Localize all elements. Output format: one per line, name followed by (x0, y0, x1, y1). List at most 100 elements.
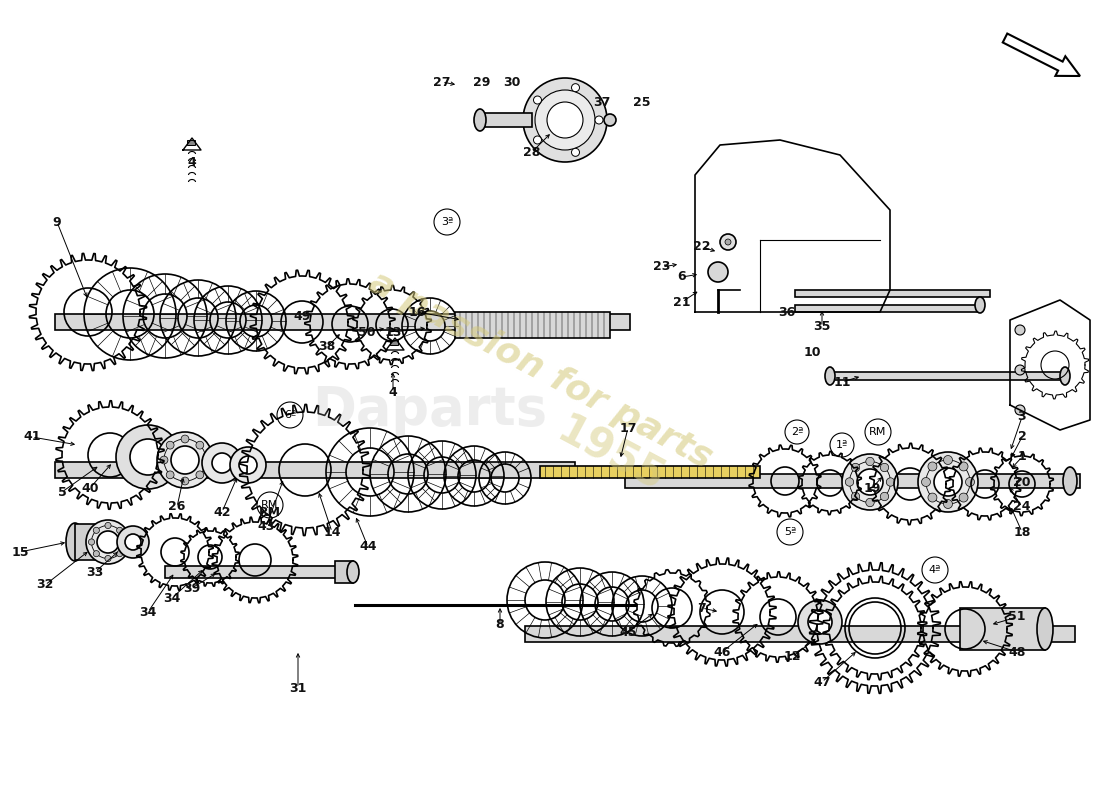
Circle shape (1015, 365, 1025, 375)
Circle shape (857, 469, 883, 495)
Text: 33: 33 (87, 566, 103, 578)
Circle shape (934, 468, 962, 496)
Circle shape (277, 402, 302, 428)
Circle shape (117, 550, 123, 557)
Text: 28: 28 (524, 146, 541, 158)
Text: 10: 10 (803, 346, 821, 358)
Text: 38: 38 (318, 341, 336, 354)
Circle shape (117, 527, 123, 534)
Circle shape (121, 539, 128, 545)
Circle shape (944, 455, 953, 465)
Circle shape (572, 84, 580, 92)
Text: 21: 21 (673, 295, 691, 309)
Bar (187, 140, 195, 145)
Circle shape (230, 447, 266, 483)
Circle shape (1015, 405, 1025, 415)
Circle shape (94, 527, 99, 534)
Circle shape (88, 539, 95, 545)
Text: 47: 47 (813, 675, 830, 689)
Bar (390, 340, 398, 345)
Circle shape (928, 462, 937, 471)
Text: 13: 13 (384, 326, 402, 338)
Ellipse shape (1060, 367, 1070, 385)
Circle shape (117, 526, 148, 558)
Circle shape (944, 499, 953, 509)
Text: 3: 3 (1018, 410, 1026, 423)
Circle shape (434, 209, 460, 235)
Circle shape (182, 477, 189, 485)
Text: 3ª: 3ª (441, 217, 453, 227)
Bar (540, 466, 760, 478)
Text: 1955: 1955 (549, 410, 671, 501)
Circle shape (720, 234, 736, 250)
Circle shape (535, 90, 595, 150)
Text: 48: 48 (1009, 646, 1025, 658)
Circle shape (86, 520, 130, 564)
Text: 30: 30 (504, 75, 520, 89)
Circle shape (104, 555, 111, 562)
Circle shape (708, 262, 728, 282)
Circle shape (125, 534, 141, 550)
Circle shape (202, 456, 210, 464)
Text: 50: 50 (359, 326, 376, 338)
Circle shape (865, 419, 891, 445)
Bar (75, 524, 100, 560)
Text: 17: 17 (619, 422, 637, 434)
Circle shape (196, 442, 204, 449)
Bar (55, 314, 630, 330)
Text: 43: 43 (257, 521, 275, 534)
Text: 2ª: 2ª (791, 427, 803, 437)
Circle shape (918, 452, 978, 512)
Text: 8: 8 (496, 618, 504, 631)
Text: 9: 9 (53, 215, 62, 229)
Circle shape (845, 478, 854, 486)
Circle shape (212, 453, 232, 473)
Text: 5ª: 5ª (784, 527, 796, 537)
Text: 6: 6 (678, 270, 686, 283)
Circle shape (851, 463, 860, 472)
Circle shape (170, 446, 199, 474)
Circle shape (866, 458, 874, 466)
Circle shape (798, 600, 842, 644)
Bar (625, 474, 1080, 488)
Bar (336, 561, 353, 583)
Text: RM: RM (262, 500, 278, 510)
Text: 29: 29 (473, 75, 491, 89)
Circle shape (959, 462, 968, 471)
Bar (795, 305, 980, 312)
Text: 26: 26 (168, 501, 186, 514)
Circle shape (922, 478, 931, 486)
Circle shape (572, 148, 580, 156)
Ellipse shape (66, 523, 84, 561)
Circle shape (166, 442, 174, 449)
Text: 11: 11 (834, 375, 850, 389)
Circle shape (534, 136, 541, 144)
Text: 7: 7 (697, 602, 706, 614)
Circle shape (182, 435, 189, 443)
Text: 45: 45 (619, 626, 637, 638)
Text: 35: 35 (813, 321, 830, 334)
Ellipse shape (1037, 608, 1053, 650)
Circle shape (94, 550, 99, 557)
Circle shape (257, 492, 283, 518)
Circle shape (522, 78, 607, 162)
Circle shape (1015, 325, 1025, 335)
Circle shape (922, 557, 948, 583)
Text: 37: 37 (593, 95, 611, 109)
Circle shape (202, 443, 242, 483)
Text: 36: 36 (779, 306, 795, 318)
Circle shape (959, 493, 968, 502)
Text: 46: 46 (713, 646, 730, 658)
Circle shape (966, 478, 975, 486)
Text: 51: 51 (1009, 610, 1025, 623)
Ellipse shape (825, 367, 835, 385)
Circle shape (808, 610, 832, 634)
Text: 5: 5 (57, 486, 66, 498)
Text: 1ª: 1ª (836, 440, 848, 450)
Text: 49: 49 (294, 310, 310, 323)
Text: 2: 2 (1018, 430, 1026, 443)
Text: a passion for parts: a passion for parts (363, 265, 717, 475)
Text: 6ª: 6ª (284, 410, 296, 420)
Text: 4: 4 (388, 386, 397, 398)
Text: 27: 27 (433, 75, 451, 89)
